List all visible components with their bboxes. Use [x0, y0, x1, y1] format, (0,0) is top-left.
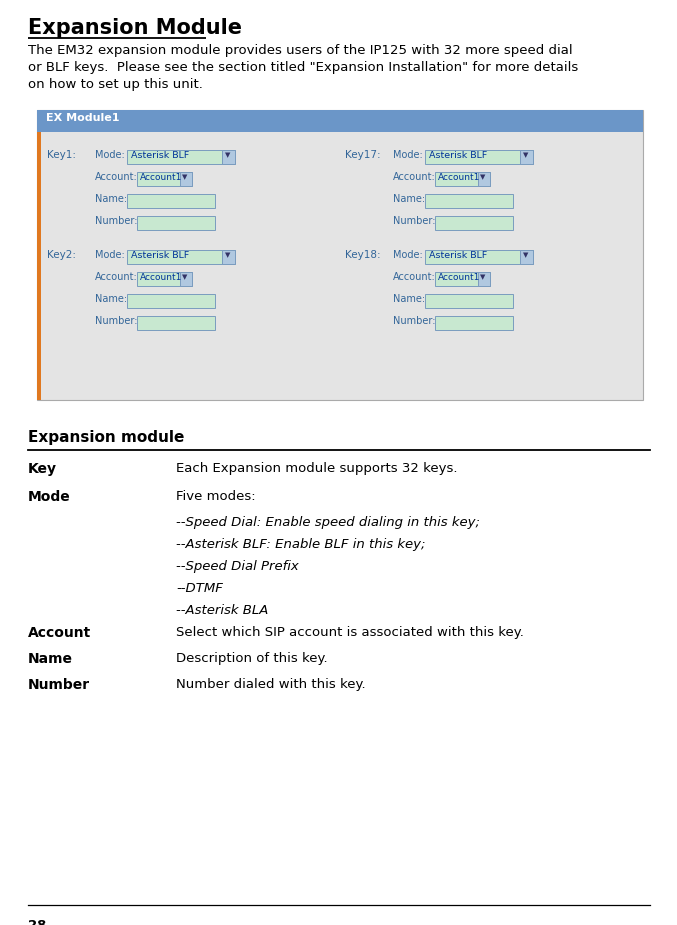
Text: --Asterisk BLF: Enable BLF in this key;: --Asterisk BLF: Enable BLF in this key;: [176, 538, 426, 551]
Bar: [137, 272, 192, 286]
Text: Number dialed with this key.: Number dialed with this key.: [176, 678, 366, 691]
Text: --Speed Dial Prefix: --Speed Dial Prefix: [176, 560, 299, 573]
Bar: [137, 316, 215, 330]
Text: Key18:: Key18:: [345, 250, 380, 260]
Text: Key: Key: [28, 462, 57, 476]
Text: Account1: Account1: [140, 174, 182, 182]
Text: Account1: Account1: [438, 174, 481, 182]
Text: Number: Number: [28, 678, 90, 692]
Text: ▼: ▼: [523, 152, 528, 158]
Text: Number:: Number:: [95, 316, 137, 326]
Text: Name:: Name:: [393, 294, 425, 304]
Text: Expansion Module: Expansion Module: [28, 18, 242, 38]
Bar: [435, 272, 490, 286]
Bar: [137, 216, 215, 230]
Text: Account:: Account:: [393, 172, 436, 182]
Text: Mode: Mode: [28, 490, 71, 504]
Text: Name:: Name:: [393, 194, 425, 204]
Text: ▼: ▼: [480, 274, 485, 280]
Text: or BLF keys.  Please see the section titled "Expansion Installation" for more de: or BLF keys. Please see the section titl…: [28, 61, 578, 74]
Bar: [425, 194, 513, 208]
Bar: [478, 172, 490, 186]
Text: Account:: Account:: [95, 172, 137, 182]
Bar: [180, 172, 192, 186]
Text: 28: 28: [28, 919, 47, 925]
Text: Name:: Name:: [95, 194, 127, 204]
Text: Account1: Account1: [140, 274, 182, 282]
Text: Key17:: Key17:: [345, 150, 380, 160]
Bar: [435, 316, 513, 330]
Bar: [520, 150, 533, 164]
Text: Account1: Account1: [438, 274, 481, 282]
Text: on how to set up this unit.: on how to set up this unit.: [28, 78, 203, 91]
Text: --DTMF: --DTMF: [176, 582, 223, 595]
Text: ▼: ▼: [182, 174, 188, 180]
Bar: [127, 294, 215, 308]
Bar: [520, 250, 533, 264]
Bar: [425, 150, 533, 164]
Text: ▼: ▼: [480, 174, 485, 180]
Text: Mode:: Mode:: [95, 250, 125, 260]
Bar: [37, 110, 643, 400]
Bar: [127, 194, 215, 208]
Text: Select which SIP account is associated with this key.: Select which SIP account is associated w…: [176, 626, 524, 639]
Text: Five modes:: Five modes:: [176, 490, 256, 503]
Bar: [222, 250, 235, 264]
Text: Mode:: Mode:: [393, 250, 422, 260]
Text: Number:: Number:: [393, 316, 435, 326]
Text: ▼: ▼: [225, 152, 230, 158]
Text: The EM32 expansion module provides users of the IP125 with 32 more speed dial: The EM32 expansion module provides users…: [28, 44, 573, 57]
Bar: [222, 150, 235, 164]
Text: Asterisk BLF: Asterisk BLF: [131, 152, 190, 161]
Bar: [435, 216, 513, 230]
Text: --Speed Dial: Enable speed dialing in this key;: --Speed Dial: Enable speed dialing in th…: [176, 516, 480, 529]
Bar: [478, 272, 490, 286]
Text: --Asterisk BLA: --Asterisk BLA: [176, 604, 268, 617]
Text: Account: Account: [28, 626, 91, 640]
Text: Description of this key.: Description of this key.: [176, 652, 328, 665]
Bar: [127, 150, 235, 164]
Text: Asterisk BLF: Asterisk BLF: [429, 252, 487, 261]
Bar: [137, 172, 192, 186]
Bar: [435, 172, 490, 186]
Text: ▼: ▼: [225, 252, 230, 258]
Text: Key1:: Key1:: [47, 150, 76, 160]
Text: Number:: Number:: [393, 216, 435, 226]
Text: Expansion module: Expansion module: [28, 430, 184, 445]
Text: Mode:: Mode:: [393, 150, 422, 160]
Bar: [37, 132, 41, 400]
Text: Mode:: Mode:: [95, 150, 125, 160]
Bar: [425, 294, 513, 308]
Bar: [180, 272, 192, 286]
Bar: [425, 250, 533, 264]
Text: Asterisk BLF: Asterisk BLF: [131, 252, 190, 261]
Text: EX Module1: EX Module1: [46, 113, 120, 123]
Text: Name:: Name:: [95, 294, 127, 304]
Text: Number:: Number:: [95, 216, 137, 226]
Bar: [127, 250, 235, 264]
Text: Each Expansion module supports 32 keys.: Each Expansion module supports 32 keys.: [176, 462, 458, 475]
Bar: [37, 110, 643, 132]
Text: Account:: Account:: [95, 272, 137, 282]
Text: ▼: ▼: [523, 252, 528, 258]
Text: ▼: ▼: [182, 274, 188, 280]
Text: Key2:: Key2:: [47, 250, 76, 260]
Text: Account:: Account:: [393, 272, 436, 282]
Text: Asterisk BLF: Asterisk BLF: [429, 152, 487, 161]
Text: Name: Name: [28, 652, 73, 666]
